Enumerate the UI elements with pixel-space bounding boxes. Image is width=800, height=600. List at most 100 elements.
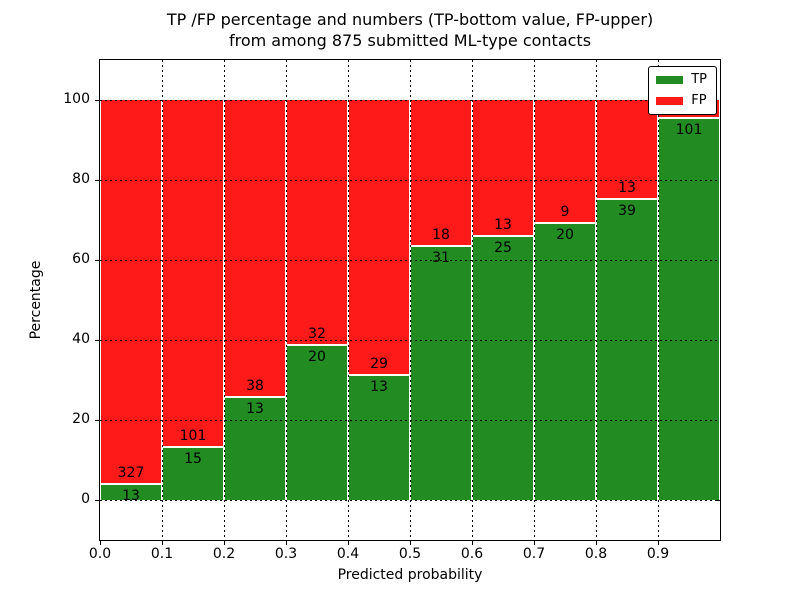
v-gridline xyxy=(223,60,225,540)
bar-count-label-fp: 38 xyxy=(246,378,264,395)
y-tick-label: 0 xyxy=(81,491,90,507)
legend-swatch-tp xyxy=(656,76,684,84)
bar-count-label-tp: 31 xyxy=(432,249,450,266)
x-tick xyxy=(285,540,287,545)
x-tick-label: 0.1 xyxy=(150,546,174,562)
y-tick xyxy=(95,339,100,341)
v-gridline-dots xyxy=(533,60,535,540)
x-tick-label: 0.2 xyxy=(212,546,236,562)
legend-item-fp: FP xyxy=(656,94,707,108)
v-gridline xyxy=(533,60,535,540)
bar-count-label-tp: 13 xyxy=(370,379,388,396)
legend-item-tp: TP xyxy=(656,73,707,87)
x-axis-label: Predicted probability xyxy=(337,567,483,583)
bar-segment-tp xyxy=(472,236,534,500)
bar-segment-tp xyxy=(658,118,720,500)
v-gridline xyxy=(657,60,659,540)
v-gridline xyxy=(161,60,163,540)
h-gridline xyxy=(100,420,720,421)
chart-title-line2: from among 875 submitted ML-type contact… xyxy=(228,31,592,50)
v-gridline-dots xyxy=(595,60,597,540)
bar-count-label-fp: 327 xyxy=(117,464,145,481)
bar-segment-fp xyxy=(534,100,596,225)
chart-title-line1: TP /FP percentage and numbers (TP-bottom… xyxy=(166,10,654,29)
y-tick xyxy=(95,499,100,501)
bar-count-label-fp: 32 xyxy=(308,326,326,343)
legend: TP FP xyxy=(648,66,717,115)
x-tick-label: 0.8 xyxy=(584,546,608,562)
y-tick xyxy=(95,179,100,181)
y-tick xyxy=(95,259,100,261)
y-tick-label: 60 xyxy=(72,251,90,267)
bar-segment-fp xyxy=(348,100,410,377)
x-tick xyxy=(471,540,473,545)
bar-count-label-tp: 15 xyxy=(184,451,202,468)
v-gridline-dots xyxy=(409,60,411,540)
x-tick-label: 0.3 xyxy=(274,546,298,562)
x-tick xyxy=(161,540,163,545)
x-tick xyxy=(99,540,101,545)
bar-segment-fp xyxy=(100,100,162,485)
x-tick-label: 0.0 xyxy=(88,546,112,562)
bar-count-label-fp: 13 xyxy=(618,180,636,196)
bar-segment-tp xyxy=(534,224,596,500)
x-tick-label: 0.5 xyxy=(398,546,422,562)
bar-segment-fp xyxy=(596,100,658,200)
v-gridline-dots xyxy=(471,60,473,540)
bar-segment-tp xyxy=(410,246,472,500)
bar-count-label-tp: 25 xyxy=(494,239,512,256)
v-gridline-dots xyxy=(161,60,163,540)
h-gridline xyxy=(100,180,720,181)
bar-count-label-tp: 101 xyxy=(675,121,703,138)
y-tick-label: 40 xyxy=(72,331,90,347)
v-gridline xyxy=(347,60,349,540)
v-gridline xyxy=(285,60,287,540)
bar-segment-tp xyxy=(596,200,658,500)
bar-count-label-fp: 29 xyxy=(370,356,388,373)
bar-count-label-tp: 13 xyxy=(122,487,140,504)
x-tick-label: 0.7 xyxy=(522,546,546,562)
bar-count-label-fp: 13 xyxy=(494,216,512,233)
y-tick-label: 80 xyxy=(72,171,90,187)
h-gridline xyxy=(100,100,720,101)
h-gridline xyxy=(100,340,720,341)
y-tick xyxy=(95,99,100,101)
x-tick-label: 0.4 xyxy=(336,546,360,562)
y-axis-label: Percentage xyxy=(28,260,44,340)
bar-count-label-tp: 20 xyxy=(556,227,574,244)
x-tick-label: 0.9 xyxy=(646,546,670,562)
v-gridline-dots xyxy=(657,60,659,540)
bar-count-label-fp: 18 xyxy=(432,226,450,243)
bar-segment-fp xyxy=(162,100,224,449)
x-tick xyxy=(347,540,349,545)
bar-count-label-tp: 39 xyxy=(618,203,636,219)
bar-count-label-fp: 9 xyxy=(560,204,570,221)
bar-segment-fp xyxy=(410,100,472,247)
legend-label-tp: TP xyxy=(691,72,707,87)
plot-area: 327 13 101 15 38 13 32 20 29 13 18 31 13 25 9 20 13 39 101… xyxy=(99,59,721,541)
legend-label-fp: FP xyxy=(691,93,707,108)
x-tick xyxy=(409,540,411,545)
x-tick xyxy=(595,540,597,545)
v-gridline xyxy=(409,60,411,540)
x-tick xyxy=(657,540,659,545)
y-tick xyxy=(95,419,100,421)
v-gridline xyxy=(471,60,473,540)
bar-count-label-fp: 101 xyxy=(179,428,207,445)
bar-segment-fp xyxy=(286,100,348,347)
y-tick-label: 100 xyxy=(63,91,90,107)
bar-segment-tp xyxy=(286,346,348,500)
v-gridline-dots xyxy=(223,60,225,540)
bar-count-label-tp: 13 xyxy=(246,401,264,418)
x-tick xyxy=(223,540,225,545)
bar-count-label-tp: 20 xyxy=(308,349,326,366)
y-tick-label: 20 xyxy=(72,411,90,427)
v-gridline xyxy=(595,60,597,540)
v-gridline-dots xyxy=(285,60,287,540)
x-tick xyxy=(533,540,535,545)
h-gridline xyxy=(100,260,720,261)
h-gridline xyxy=(100,500,720,501)
v-gridline-dots xyxy=(347,60,349,540)
x-tick-label: 0.6 xyxy=(460,546,484,562)
